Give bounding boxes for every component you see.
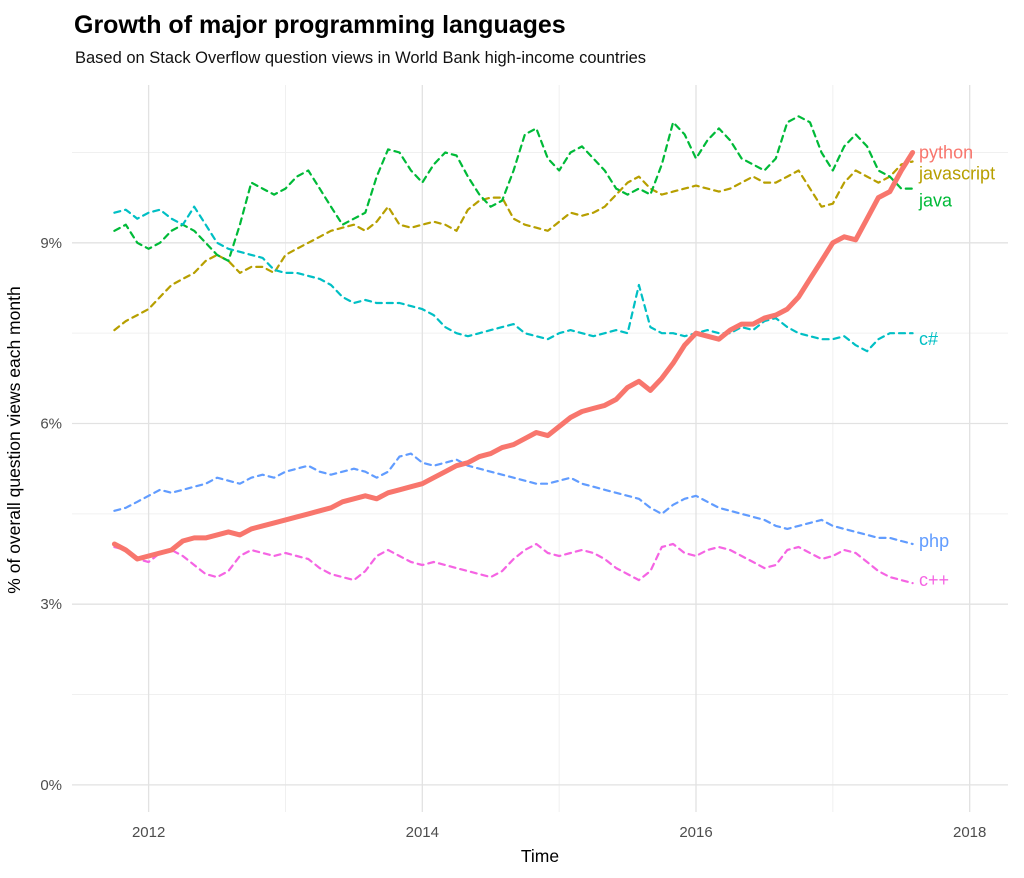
series-label-python: python [919, 142, 973, 162]
series-label-c-plus-plus: c++ [919, 570, 949, 590]
y-axis-title: % of overall question views each month [4, 286, 24, 593]
y-tick-label: 9% [40, 235, 62, 252]
major-gridlines [72, 85, 1008, 812]
axis-tick-labels: 0% 3% 6% 9% 2012 2014 2016 2018 [40, 235, 986, 841]
series-line-javascript [113, 160, 914, 332]
series-label-java: java [918, 191, 953, 211]
x-tick-label: 2016 [679, 824, 712, 841]
x-tick-label: 2018 [953, 824, 986, 841]
minor-gridlines [72, 85, 1008, 812]
series-line-c-plus-plus [113, 542, 914, 585]
series-line-php [113, 452, 914, 546]
y-tick-label: 0% [40, 777, 62, 794]
x-tick-label: 2014 [406, 824, 439, 841]
series-label-javascript: javascript [918, 164, 995, 184]
series-line-python [111, 150, 916, 562]
series-line-c-sharp [113, 205, 914, 353]
x-axis-title: Time [521, 846, 559, 866]
series-line-java [113, 115, 914, 262]
series-direct-labels: javascript java c# php c++ python [918, 142, 995, 590]
series-lines [111, 115, 916, 585]
y-tick-label: 3% [40, 596, 62, 613]
chart-title: Growth of major programming languages [74, 11, 566, 39]
chart-subtitle: Based on Stack Overflow question views i… [75, 49, 646, 67]
series-label-c-sharp: c# [919, 329, 938, 349]
series-label-php: php [919, 531, 949, 551]
x-tick-label: 2012 [132, 824, 165, 841]
y-tick-label: 6% [40, 416, 62, 433]
